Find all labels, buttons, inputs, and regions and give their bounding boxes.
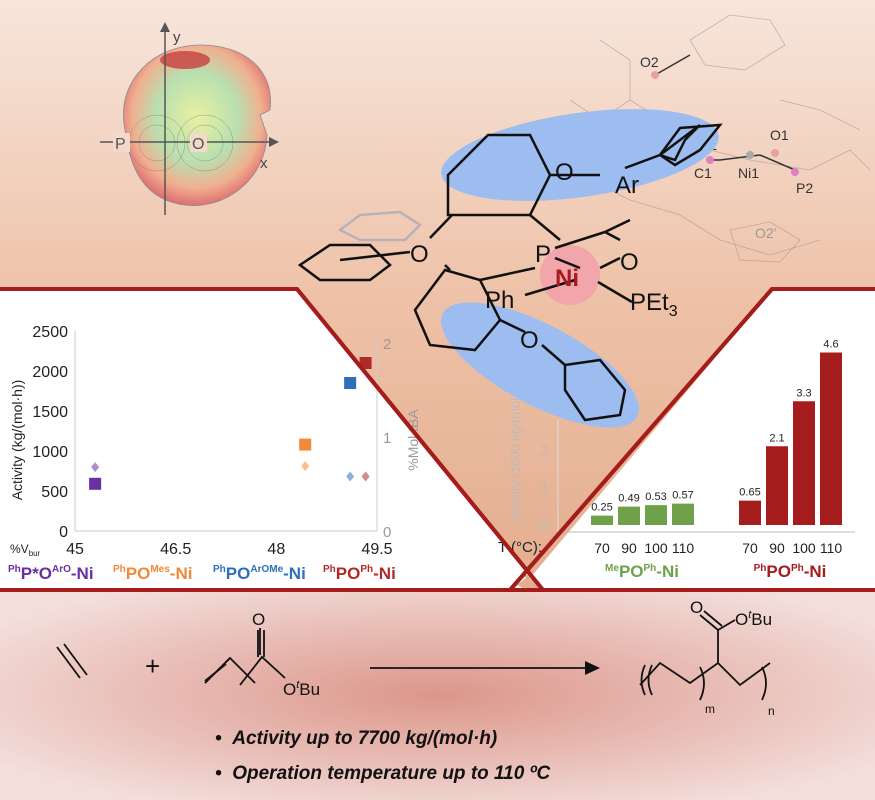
highlight-ellipse-top: [441, 109, 719, 201]
bar: [820, 352, 842, 525]
mol-tba-point: [91, 462, 100, 473]
ni-highlight: [540, 245, 600, 305]
bullet-temperature: • Operation temperature up to 110 ºC: [215, 763, 551, 784]
bar-value-label: 0.57: [672, 490, 693, 502]
bar-value-label: 0.25: [591, 502, 612, 514]
bullet-activity: • Activity up to 7700 kg/(mol·h): [215, 728, 498, 749]
carbonyl-o: O: [252, 610, 265, 629]
subscript-m: m: [705, 702, 715, 716]
legend-entry: PhPOPh-Ni: [323, 564, 396, 583]
crystal-label: Ni1: [738, 165, 759, 181]
y-tick-label: 0: [59, 524, 68, 541]
legend-entry: PhP*OArO-Ni: [8, 564, 94, 583]
bar: [793, 401, 815, 525]
bar: [618, 506, 640, 525]
atom-label: P: [535, 241, 551, 268]
atom-label: O: [620, 249, 639, 276]
bar-value-label: 0.65: [739, 487, 760, 499]
x-tick-label: 49.5: [361, 541, 392, 558]
x-tick-label: 70: [742, 540, 758, 556]
y-tick-label: 0: [540, 517, 548, 533]
steric-contour-map: y x P O: [100, 22, 279, 215]
x-axis-label: x: [260, 155, 268, 172]
bar-value-label: 3.3: [796, 387, 811, 399]
crystal-label: P2: [796, 180, 813, 196]
mol-tba-point: [361, 471, 370, 482]
bar: [739, 500, 761, 525]
bar-value-label: 4.6: [823, 339, 838, 351]
x-tick-label: 46.5: [160, 541, 191, 558]
y-tick-label: 2000: [32, 364, 68, 381]
mol-tba-point: [346, 471, 355, 482]
plus-sign: +: [145, 651, 160, 681]
x-tick-label: 100: [644, 540, 668, 556]
x-axis-title: T (°C):: [498, 539, 542, 556]
y-tick-label: 500: [41, 484, 68, 501]
crystal-label: O1: [770, 127, 789, 143]
x-tick-label: 70: [594, 540, 610, 556]
bar: [766, 446, 788, 525]
crystal-label: C1: [694, 165, 712, 181]
polymerization-scheme: + O OtBu O OtBu m n: [56, 598, 775, 718]
subscript-n: n: [768, 704, 775, 718]
activity-point: [89, 477, 102, 490]
x-tick-label: 100: [792, 540, 816, 556]
y-tick-label: 1: [540, 480, 548, 496]
otbu-label: OtBu: [283, 679, 320, 699]
x-tick-label: 90: [621, 540, 637, 556]
bar: [591, 515, 613, 525]
x-tick-label: 110: [672, 540, 695, 556]
y-tick-label: 1500: [32, 404, 68, 421]
x-tick-label: 45: [66, 541, 84, 558]
p-label: P: [115, 136, 126, 153]
atom-label: O: [410, 241, 429, 268]
bar-value-label: 2.1: [769, 432, 784, 444]
scatter-legend: PhP*OArO-Ni PhPOMes-Ni PhPOArOMe-Ni PhPOPh-…: [8, 564, 428, 586]
crystal-label: O2: [640, 54, 659, 70]
atom-label: O: [555, 159, 574, 186]
y-tick-label: 1000: [32, 444, 68, 461]
x-tick-label: 110: [820, 540, 843, 556]
ni-atom-label: Ni: [555, 265, 579, 292]
mol-tba-point: [301, 461, 310, 472]
atom-label: O: [520, 327, 539, 354]
y2-tick-label: 0: [383, 524, 391, 541]
bar: [672, 503, 694, 525]
y-axis-title: Activity (kg/(mol·h)): [9, 380, 25, 501]
y-tick-label: 2500: [32, 324, 68, 341]
atom-label: PEt3: [630, 289, 678, 320]
o-label: O: [192, 136, 204, 153]
highlight-ellipse-bottom: [441, 302, 639, 428]
product-carbonyl-o: O: [690, 598, 703, 617]
nickel-complex-structure: O Ar O P O Ni Ph PEt3 O: [297, 109, 723, 428]
x-axis-title: %Vbur: [10, 542, 41, 558]
legend-entry: PhPOArOMe-Ni: [213, 564, 306, 583]
group-label: MePOPh-Ni: [605, 562, 679, 581]
crystal-label: O2': [755, 225, 776, 241]
atom-label: Ph: [485, 287, 514, 314]
x-tick-label: 90: [769, 540, 785, 556]
group-label: PhPOPh-Ni: [754, 562, 827, 581]
product-otbu-label: OtBu: [735, 609, 772, 629]
bar: [645, 505, 667, 525]
atom-label: Ar: [615, 172, 639, 199]
x-tick-label: 48: [267, 541, 285, 558]
bar-value-label: 0.49: [618, 493, 639, 505]
legend-entry: PhPOMes-Ni: [113, 564, 193, 583]
bar-value-label: 0.53: [645, 491, 666, 503]
y-axis-label: y: [173, 29, 181, 46]
